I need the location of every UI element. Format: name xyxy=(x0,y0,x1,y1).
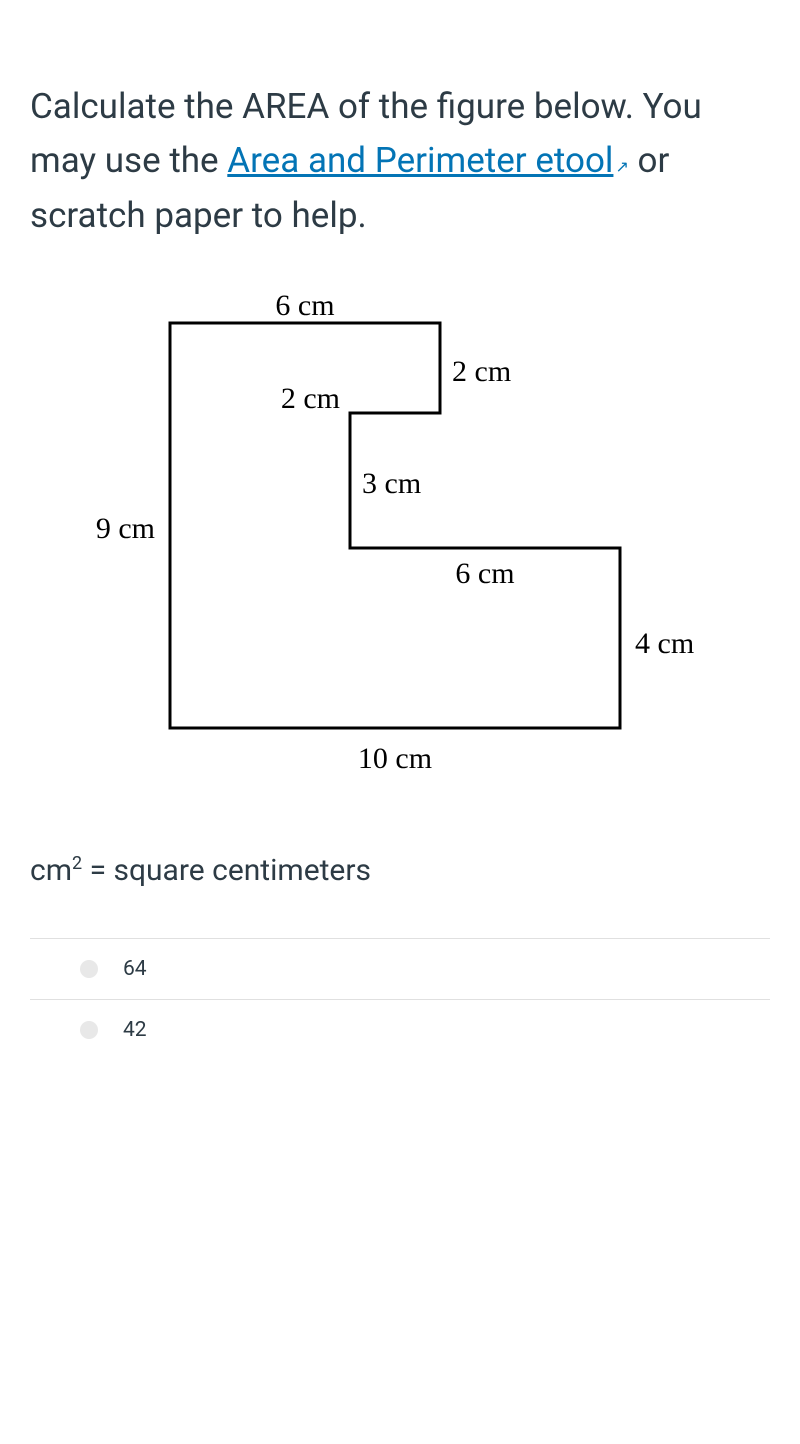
unit-suffix: = square centimeters xyxy=(82,853,371,888)
shape-outline xyxy=(170,323,620,728)
dimension-label: 9 cm xyxy=(96,512,155,545)
answer-label: 42 xyxy=(123,1018,147,1042)
radio-icon[interactable] xyxy=(80,1021,98,1039)
dimension-label: 3 cm xyxy=(362,467,421,500)
unit-definition: cm2 = square centimeters xyxy=(30,853,770,888)
answer-options: 64 42 xyxy=(30,938,770,1060)
question-text: Calculate the AREA of the figure below. … xyxy=(30,80,770,243)
etool-link-text: Area and Perimeter etool xyxy=(227,140,613,181)
answer-option[interactable]: 64 xyxy=(30,938,770,999)
dimension-label: 10 cm xyxy=(358,742,432,775)
unit-exponent: 2 xyxy=(72,853,82,874)
dimension-label: 6 cm xyxy=(275,289,334,322)
answer-option[interactable]: 42 xyxy=(30,999,770,1060)
shape-diagram: 6 cm 2 cm 2 cm 9 cm 3 cm 6 cm 4 cm 10 cm xyxy=(40,273,740,783)
external-link-icon: ↗ xyxy=(615,157,628,176)
figure-container: 6 cm 2 cm 2 cm 9 cm 3 cm 6 cm 4 cm 10 cm xyxy=(40,273,770,783)
dimension-label: 2 cm xyxy=(281,382,340,415)
unit-prefix: cm xyxy=(30,853,72,888)
dimension-label: 2 cm xyxy=(452,355,511,388)
radio-icon[interactable] xyxy=(80,960,98,978)
dimension-label: 6 cm xyxy=(455,557,514,590)
answer-label: 64 xyxy=(123,957,147,981)
etool-link[interactable]: Area and Perimeter etool xyxy=(227,140,613,181)
dimension-label: 4 cm xyxy=(635,627,694,660)
